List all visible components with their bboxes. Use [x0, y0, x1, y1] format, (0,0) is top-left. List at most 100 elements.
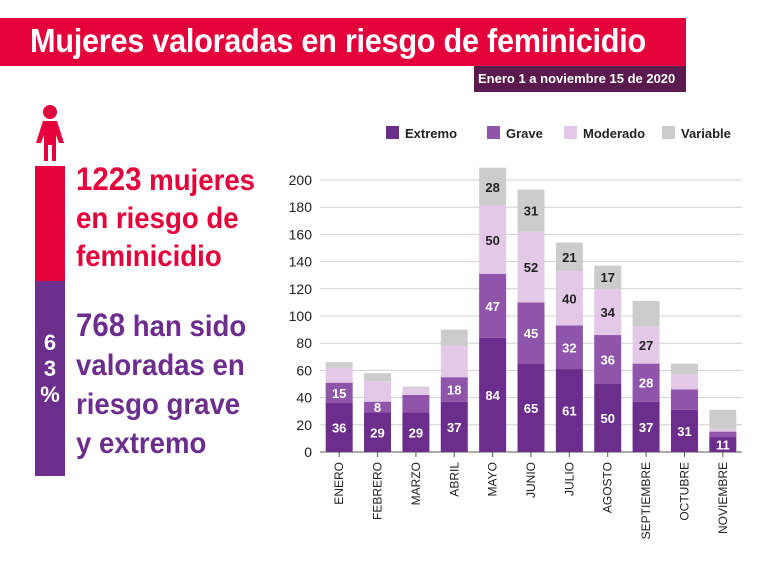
data-label: 21: [562, 250, 576, 265]
bar-grave: [479, 273, 507, 338]
title-banner: [0, 18, 686, 66]
y-tick-label: 160: [289, 226, 313, 242]
bar-extremo: [555, 369, 583, 452]
x-tick-label: ENERO: [332, 462, 346, 505]
data-label: 84: [485, 388, 500, 403]
bar-variable: [517, 189, 545, 232]
data-label: 29: [370, 425, 384, 440]
data-label: 50: [600, 411, 614, 426]
data-label: 32: [562, 340, 576, 355]
total-number: 1223: [76, 161, 142, 197]
bar-moderado: [364, 381, 392, 402]
bar-moderado: [594, 288, 622, 336]
bar-extremo: [325, 403, 353, 452]
graded-text: valoradas en: [76, 349, 245, 382]
bar-extremo: [402, 412, 430, 452]
bar-grave: [517, 302, 545, 364]
data-label: 45: [524, 326, 538, 341]
data-label: 8: [374, 400, 381, 415]
y-tick-label: 100: [289, 308, 313, 324]
y-tick-label: 120: [289, 281, 313, 297]
bar-moderado: [402, 388, 430, 395]
bar-variable: [440, 329, 468, 346]
data-label: 17: [600, 270, 614, 285]
y-tick-label: 180: [289, 199, 313, 215]
percent-char: 6: [43, 330, 57, 355]
bar-moderado: [325, 367, 353, 383]
bar-variable: [594, 265, 622, 289]
y-tick-label: 40: [296, 390, 312, 406]
bar-moderado: [440, 345, 468, 378]
bar-variable: [632, 301, 660, 327]
graded-text: riesgo grave: [76, 388, 241, 421]
y-tick-label: 200: [289, 172, 313, 188]
bar-moderado: [632, 326, 660, 364]
bar-extremo: [632, 401, 660, 452]
bar-variable: [479, 167, 507, 206]
data-label: 36: [600, 353, 614, 368]
y-tick-label: 60: [296, 362, 312, 378]
data-label: 47: [485, 299, 499, 314]
bar-extremo: [594, 384, 622, 452]
data-label: 36: [332, 421, 346, 436]
bar-grave: [632, 363, 660, 402]
share-bar-purple: [35, 281, 65, 476]
legend-swatch: [662, 126, 675, 139]
data-label: 11: [716, 438, 730, 453]
bar-extremo: [440, 401, 468, 452]
bar-variable: [670, 363, 698, 375]
x-tick-label: MAYO: [486, 462, 500, 496]
x-tick-label: SEPTIEMBRE: [639, 462, 653, 539]
data-label: 31: [524, 204, 538, 219]
bar-moderado: [555, 271, 583, 326]
data-label: 61: [562, 404, 576, 419]
data-label: 37: [639, 420, 653, 435]
data-label: 28: [485, 180, 499, 195]
data-label: 37: [447, 420, 461, 435]
bar-grave: [440, 377, 468, 402]
share-bar-red: [35, 166, 65, 281]
date-range: Enero 1 a noviembre 15 de 2020: [478, 71, 676, 86]
legend-label: Extremo: [405, 126, 457, 141]
data-label: 27: [639, 338, 653, 353]
data-label: 34: [600, 305, 615, 320]
x-tick-label: ABRIL: [447, 462, 461, 497]
bar-extremo: [517, 363, 545, 452]
percent-char: %: [40, 382, 60, 407]
bar-grave: [709, 431, 737, 438]
legend-swatch: [564, 126, 577, 139]
bar-extremo: [709, 437, 737, 452]
data-label: 31: [677, 424, 691, 439]
bar-grave: [402, 394, 430, 413]
total-text: mujeres: [141, 164, 256, 197]
graded-text: han sido: [125, 310, 247, 343]
bar-grave: [364, 401, 392, 413]
date-banner: [474, 66, 686, 92]
bar-moderado: [670, 374, 698, 390]
data-label: 28: [639, 376, 653, 391]
legend-label: Grave: [506, 126, 543, 141]
bar-grave: [594, 335, 622, 384]
data-label: 40: [562, 291, 576, 306]
bar-variable: [402, 386, 430, 389]
legend-swatch: [487, 126, 500, 139]
data-label: 52: [524, 260, 538, 275]
woman-icon: [36, 105, 64, 161]
bar-variable: [709, 409, 737, 429]
x-tick-label: OCTUBRE: [677, 462, 691, 521]
bar-grave: [325, 382, 353, 404]
data-label: 65: [524, 401, 538, 416]
x-tick-label: FEBRERO: [371, 462, 385, 520]
bar-grave: [670, 389, 698, 410]
graded-summary: 768 han sido valoradas en riesgo grave y…: [76, 306, 246, 463]
data-label: 18: [447, 382, 461, 397]
bar-extremo: [479, 337, 507, 452]
bar-moderado: [709, 428, 737, 432]
total-text: en riesgo de: [76, 202, 239, 235]
y-tick-label: 80: [296, 335, 312, 351]
x-tick-label: MARZO: [409, 462, 423, 505]
x-tick-label: JUNIO: [524, 462, 538, 498]
data-label: 15: [332, 386, 346, 401]
graded-text: y extremo: [76, 427, 207, 460]
